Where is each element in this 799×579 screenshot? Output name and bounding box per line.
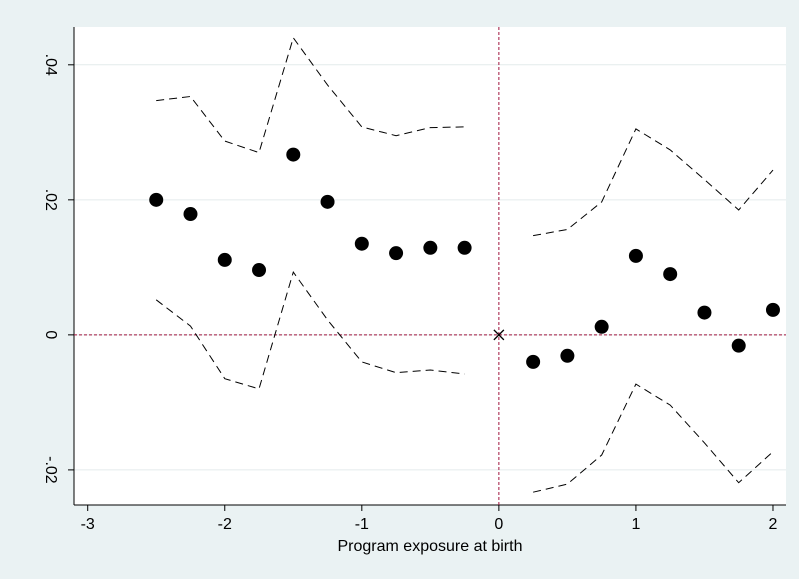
x-tick-label: 0 [494, 516, 503, 533]
point [560, 348, 575, 363]
point [765, 302, 780, 317]
y-tick-label: -.02 [42, 456, 59, 484]
point [423, 240, 438, 255]
point [320, 194, 335, 209]
x-tick-label: 2 [769, 516, 778, 533]
point [526, 354, 541, 369]
ci-line [156, 36, 774, 237]
y-tick-label: 0 [42, 330, 59, 339]
point [594, 319, 609, 334]
point [183, 207, 198, 222]
ci-line [155, 270, 774, 493]
x-axis-label: Program exposure at birth [338, 538, 523, 555]
point [252, 263, 267, 278]
point [286, 147, 301, 162]
x-tick-label: -1 [355, 516, 369, 533]
point [457, 240, 472, 255]
x-tick-label: 1 [631, 516, 640, 533]
point [697, 305, 712, 320]
y-tick-label: .02 [42, 189, 59, 211]
point [389, 246, 404, 261]
point [731, 338, 746, 353]
plot-area [74, 27, 786, 505]
x-tick-label: -3 [81, 516, 95, 533]
point [628, 248, 643, 263]
point [663, 267, 678, 282]
point [217, 252, 232, 267]
point [354, 236, 369, 251]
reference-marker [493, 329, 505, 341]
x-tick-label: -2 [218, 516, 232, 533]
point [149, 192, 164, 207]
y-tick-label: .04 [42, 54, 59, 76]
